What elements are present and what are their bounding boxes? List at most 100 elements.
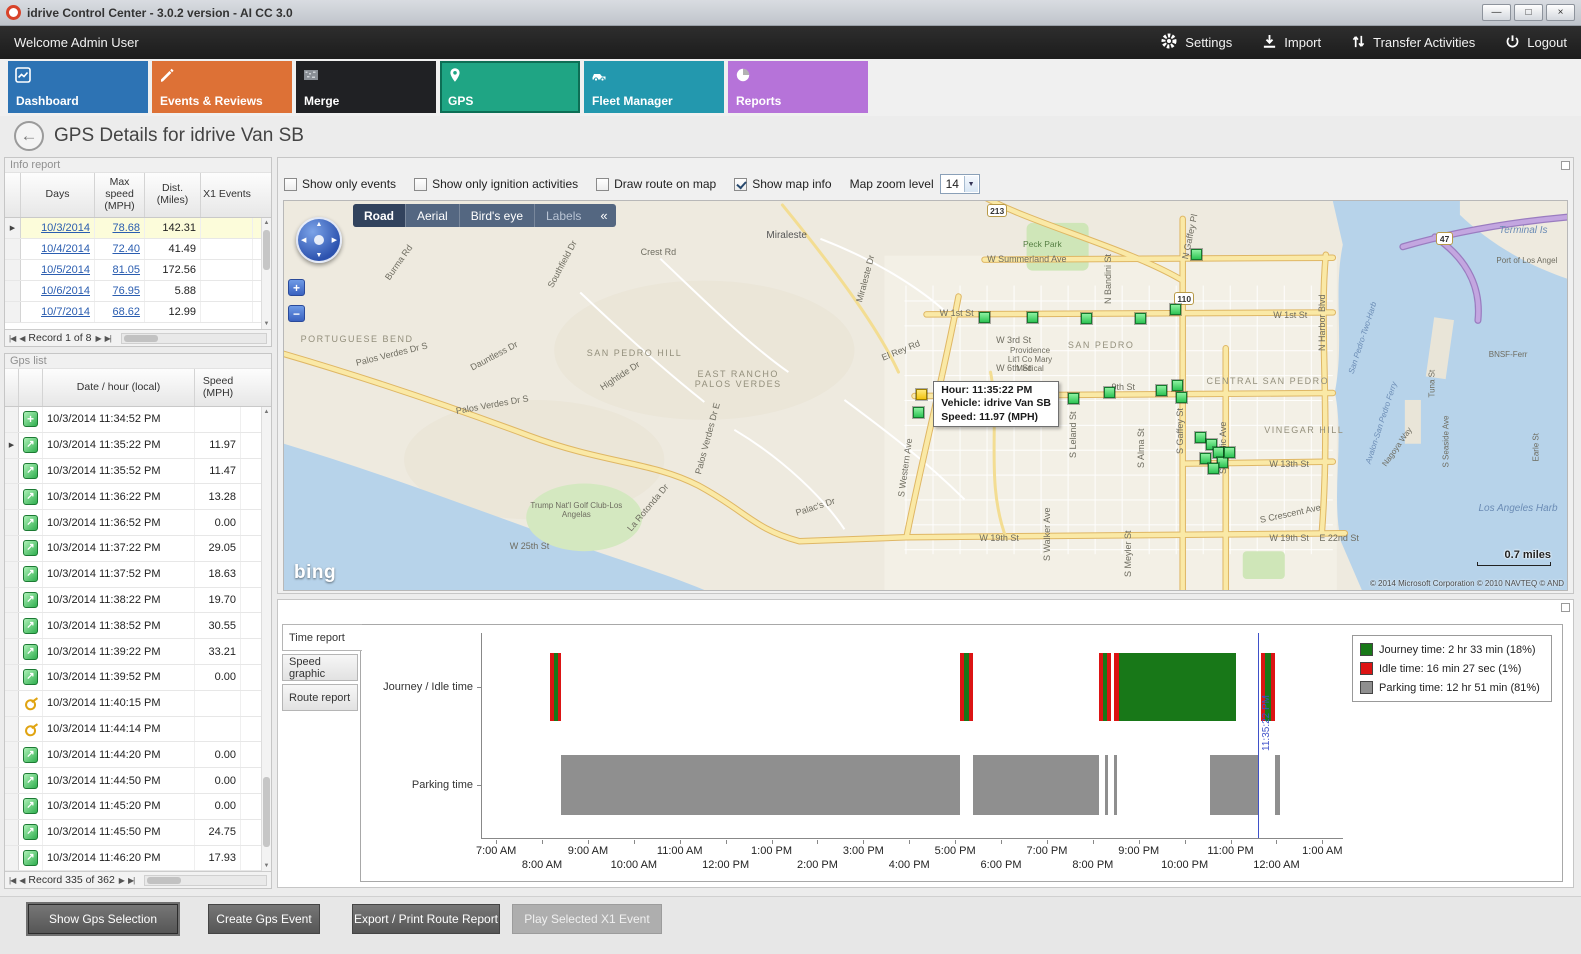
logout-button[interactable]: Logout: [1505, 34, 1567, 52]
column-header-x1-events[interactable]: X1 Events: [203, 188, 251, 201]
pager-next-button[interactable]: ▶: [118, 875, 125, 885]
tab-time-report[interactable]: Time report: [282, 624, 362, 651]
transfer-activities-button[interactable]: Transfer Activities: [1351, 34, 1475, 52]
compass-south-icon[interactable]: ▼: [315, 252, 323, 259]
compass-west-icon[interactable]: ◀: [301, 237, 307, 244]
maximize-panel-icon[interactable]: [1561, 161, 1570, 170]
gps-list-row[interactable]: 10/3/2014 11:34:52 PM: [5, 407, 271, 433]
nav-tile-events-reviews[interactable]: Events & Reviews: [152, 61, 292, 113]
nav-tile-dashboard[interactable]: Dashboard: [8, 61, 148, 113]
gps-list-row[interactable]: 10/3/2014 11:38:22 PM 19.70: [5, 587, 271, 614]
gps-list-row[interactable]: 10/3/2014 11:44:14 PM: [5, 716, 271, 743]
maximize-panel-icon[interactable]: [1561, 603, 1570, 612]
chart-segment: [1106, 653, 1112, 721]
checkbox-box[interactable]: [596, 177, 610, 191]
info-report-horizontal-scrollbar[interactable]: [120, 332, 267, 344]
pager-prev-button[interactable]: ◀: [19, 333, 25, 343]
minimize-button[interactable]: —: [1482, 4, 1511, 21]
import-button[interactable]: Import: [1262, 34, 1321, 52]
gps-list-row[interactable]: 10/3/2014 11:36:52 PM 0.00: [5, 510, 271, 536]
row-label-parking: Parking time: [411, 779, 473, 791]
gps-list-row[interactable]: 10/3/2014 11:35:22 PM 11.97: [5, 432, 271, 459]
nav-tile-fleet-manager[interactable]: Fleet Manager: [584, 61, 724, 113]
info-report-row[interactable]: 10/5/2014 81.05 172.56: [5, 260, 271, 281]
gps-list-row[interactable]: 10/3/2014 11:45:50 PM 24.75: [5, 819, 271, 846]
checkbox-show-map-info[interactable]: Show map info: [734, 177, 832, 191]
export-print-route-report-button[interactable]: Export / Print Route Report: [352, 904, 500, 934]
gps-list-row[interactable]: 10/3/2014 11:35:52 PM 11.47: [5, 458, 271, 485]
map-style-aerial[interactable]: Aerial: [405, 204, 459, 227]
pager-first-button[interactable]: |◀: [9, 875, 16, 885]
pager-next-button[interactable]: ▶: [95, 333, 101, 343]
nav-tile-merge[interactable]: Merge: [296, 61, 436, 113]
checkbox-box[interactable]: [414, 177, 428, 191]
back-button[interactable]: ←: [14, 121, 44, 151]
scrollbar-thumb[interactable]: [123, 334, 158, 342]
scrollbar-thumb[interactable]: [263, 230, 270, 270]
gps-list-vertical-scrollbar[interactable]: ▲ ▼: [261, 407, 271, 871]
zoom-in-button[interactable]: +: [288, 279, 305, 296]
column-header-date-hour[interactable]: Date / hour (local): [43, 369, 195, 406]
nav-tile-reports[interactable]: Reports: [728, 61, 868, 113]
checkbox-show-only-ignition-activities[interactable]: Show only ignition activities: [414, 177, 578, 191]
checkbox-box[interactable]: [284, 177, 297, 191]
map-canvas[interactable]: Miraleste Peck Park W Summerland Ave Cre…: [283, 200, 1568, 591]
gps-list-row[interactable]: 10/3/2014 11:37:22 PM 29.05: [5, 535, 271, 562]
info-report-row[interactable]: 10/4/2014 72.40 41.49: [5, 239, 271, 260]
column-header-dist[interactable]: Dist. (Miles): [145, 173, 201, 217]
gps-list-horizontal-scrollbar[interactable]: [144, 874, 267, 886]
map-zoom-level-select[interactable]: 14 ▼: [939, 174, 980, 194]
gps-list-row[interactable]: 10/3/2014 11:45:20 PM 0.00: [5, 793, 271, 820]
compass-center[interactable]: [314, 235, 324, 245]
pager-last-button[interactable]: ▶|: [127, 875, 135, 885]
checkbox-show-only-events[interactable]: Show only events: [284, 177, 396, 191]
close-button[interactable]: ×: [1546, 4, 1575, 21]
maximize-button[interactable]: □: [1514, 4, 1543, 21]
chart-segment: [553, 653, 558, 721]
info-report-row[interactable]: 10/3/2014 78.68 142.31: [5, 218, 271, 239]
day-link: 10/5/2014: [41, 264, 90, 276]
show-gps-selection-button[interactable]: Show Gps Selection: [28, 904, 178, 934]
scroll-up-icon[interactable]: ▲: [263, 409, 270, 415]
scroll-up-icon[interactable]: ▲: [263, 220, 270, 226]
settings-button[interactable]: Settings: [1160, 32, 1232, 53]
compass-north-icon[interactable]: ▲: [315, 221, 323, 228]
column-header-speed[interactable]: Speed (MPH): [202, 374, 234, 399]
gps-list-row[interactable]: 10/3/2014 11:39:52 PM 0.00: [5, 664, 271, 691]
gps-list-row[interactable]: 10/3/2014 11:44:50 PM 0.00: [5, 768, 271, 794]
gps-list-row[interactable]: 10/3/2014 11:37:52 PM 18.63: [5, 561, 271, 588]
tab-route-report[interactable]: Route report: [282, 684, 358, 711]
info-report-row[interactable]: 10/6/2014 76.95 5.88: [5, 281, 271, 302]
create-gps-event-button[interactable]: Create Gps Event: [208, 904, 320, 934]
gps-list-row[interactable]: 10/3/2014 11:46:20 PM 17.93: [5, 845, 271, 871]
column-header-days[interactable]: Days: [21, 173, 95, 217]
axis-tick: [679, 840, 681, 844]
collapse-icon[interactable]: «: [600, 208, 608, 223]
pager-prev-button[interactable]: ◀: [19, 875, 25, 885]
scrollbar-thumb[interactable]: [263, 777, 270, 847]
gps-list-row[interactable]: 10/3/2014 11:39:22 PM 33.21: [5, 639, 271, 665]
nav-tile-gps[interactable]: GPS: [440, 61, 580, 113]
column-header-max-speed[interactable]: Max speed (MPH): [95, 173, 145, 217]
map-style-road[interactable]: Road: [353, 204, 405, 227]
checkbox-box[interactable]: [734, 177, 748, 191]
map-style-birdseye[interactable]: Bird's eye: [458, 204, 534, 227]
gps-list-row[interactable]: 10/3/2014 11:38:52 PM 30.55: [5, 613, 271, 640]
gps-list-row[interactable]: 10/3/2014 11:36:22 PM 13.28: [5, 484, 271, 511]
compass-east-icon[interactable]: ▶: [331, 237, 337, 244]
scrollbar-thumb[interactable]: [147, 876, 182, 884]
pager-last-button[interactable]: ▶|: [104, 333, 112, 343]
checkbox-draw-route-on-map[interactable]: Draw route on map: [596, 177, 716, 191]
axis-tick-label: 11:00 PM: [1207, 845, 1254, 857]
scroll-down-icon[interactable]: ▼: [263, 321, 270, 327]
zoom-out-button[interactable]: −: [288, 305, 305, 322]
gps-list-row[interactable]: 10/3/2014 11:40:15 PM: [5, 690, 271, 717]
tab-speed-graphic[interactable]: Speed graphic: [282, 654, 358, 681]
map-compass-control[interactable]: ▲ ▼ ◀ ▶: [296, 217, 342, 263]
gps-list-row[interactable]: 10/3/2014 11:44:20 PM 0.00: [5, 742, 271, 769]
scroll-down-icon[interactable]: ▼: [263, 863, 270, 869]
info-report-row[interactable]: 10/7/2014 68.62 12.99: [5, 302, 271, 323]
map-style-labels[interactable]: Labels: [534, 204, 592, 227]
pager-first-button[interactable]: |◀: [9, 333, 16, 343]
info-report-vertical-scrollbar[interactable]: ▲ ▼: [261, 218, 271, 329]
